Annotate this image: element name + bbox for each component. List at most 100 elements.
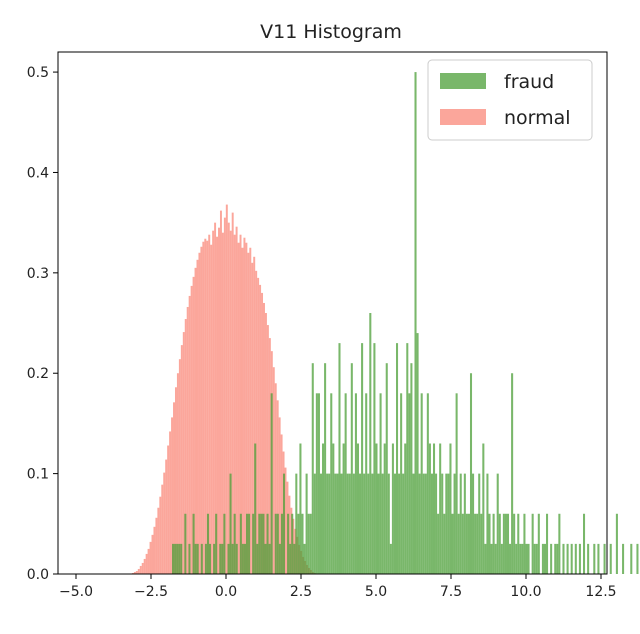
fraud-bar [494, 543, 497, 574]
fraud-bar [636, 543, 639, 574]
fraud-bar [363, 473, 366, 574]
fraud-bar [208, 543, 212, 574]
fraud-bar [254, 443, 257, 574]
fraud-bar [593, 543, 596, 574]
normal-bar [219, 210, 222, 575]
fraud-bar [541, 543, 544, 574]
fraud-bar [324, 363, 327, 574]
normal-bar [202, 241, 205, 575]
fraud-bar [262, 513, 265, 574]
fraud-bar [371, 473, 374, 574]
normal-bar [233, 234, 236, 574]
y-tick-label: 0.3 [27, 266, 49, 282]
fraud-bar [342, 443, 345, 574]
fraud-bar [280, 513, 283, 574]
fraud-bar [578, 543, 581, 574]
x-tick-label: −5.0 [59, 584, 93, 600]
fraud-bar [248, 513, 251, 574]
x-tick-label: 2.5 [290, 584, 312, 600]
fraud-bar [180, 543, 183, 574]
fraud-bar [200, 543, 203, 574]
fraud-bar [465, 513, 468, 574]
fraud-bar [229, 473, 232, 574]
fraud-bar [381, 473, 384, 574]
axes [57, 51, 608, 575]
fraud-bar [498, 513, 501, 574]
fraud-bar [583, 513, 586, 574]
fraud-bar [554, 543, 557, 574]
fraud-bar [435, 473, 438, 574]
normal-bar [243, 237, 246, 574]
y-tick-label: 0.0 [27, 567, 49, 583]
fraud-bar [260, 513, 263, 574]
normal-bar [147, 548, 150, 574]
normal-bar [135, 570, 138, 574]
fraud-bar [474, 513, 477, 574]
fraud-bar [258, 513, 261, 574]
fraud-bar [472, 473, 475, 574]
normal-bar [141, 562, 144, 574]
fraud-bar [204, 543, 207, 574]
normal-bar [245, 242, 248, 575]
normal-bar [216, 236, 219, 574]
fraud-bar [270, 393, 273, 574]
fraud-bar [412, 473, 415, 574]
fraud-bar [562, 543, 565, 574]
fraud-bar [478, 473, 481, 574]
normal-bar [276, 400, 279, 574]
fraud-bar [437, 513, 440, 574]
fraud-bar [338, 343, 341, 574]
fraud-bar [502, 513, 505, 574]
fraud-bar [336, 473, 339, 574]
fraud-bar [490, 543, 493, 574]
fraud-bar [176, 543, 179, 574]
fraud-bar [422, 473, 425, 574]
fraud-bar [484, 543, 487, 574]
fraud-bar [420, 393, 423, 574]
fraud-bar [289, 543, 292, 574]
fraud-bar [615, 513, 618, 574]
fraud-bar [299, 443, 302, 574]
normal-bar [186, 306, 189, 574]
fraud-bar [367, 473, 370, 574]
fraud-bar [511, 373, 514, 574]
fraud-bar [319, 473, 323, 574]
fraud-bar [274, 513, 277, 574]
normal-bar [214, 222, 217, 574]
fraud-bar [196, 543, 199, 574]
fraud-bar [278, 543, 281, 574]
fraud-bar [558, 513, 561, 574]
chart-title: V11 Histogram [260, 21, 402, 43]
fraud-bar [264, 543, 267, 574]
fraud-bar [449, 443, 452, 574]
normal-bar [167, 445, 170, 574]
normal-bar [259, 284, 262, 574]
normal-bar [249, 247, 252, 574]
fraud-bar [340, 473, 343, 574]
fraud-bar [398, 473, 401, 574]
fraud-bar [519, 543, 522, 574]
fraud-bar [525, 543, 528, 574]
fraud-bar [313, 473, 316, 574]
normal-bar [153, 526, 156, 574]
fraud-bar [630, 543, 633, 574]
fraud-bar [233, 513, 236, 574]
fraud-bar [396, 343, 399, 574]
legend-label-normal: normal [504, 107, 571, 129]
fraud-bar [556, 543, 559, 574]
normal-bar [251, 262, 254, 574]
normal-bar [212, 230, 215, 574]
normal-bar [161, 484, 164, 574]
fraud-bar [566, 543, 569, 574]
normal-bar [163, 472, 166, 574]
normal-bar [227, 222, 230, 574]
normal-bar [257, 277, 260, 574]
fraud-bar [227, 543, 230, 574]
normal-bar [182, 332, 185, 574]
fraud-bar [332, 443, 335, 574]
normal-bar [229, 230, 232, 574]
normal-bar [196, 259, 199, 574]
fraud-bar [451, 513, 454, 574]
fraud-bar [206, 513, 209, 574]
normal-bar [165, 459, 168, 574]
